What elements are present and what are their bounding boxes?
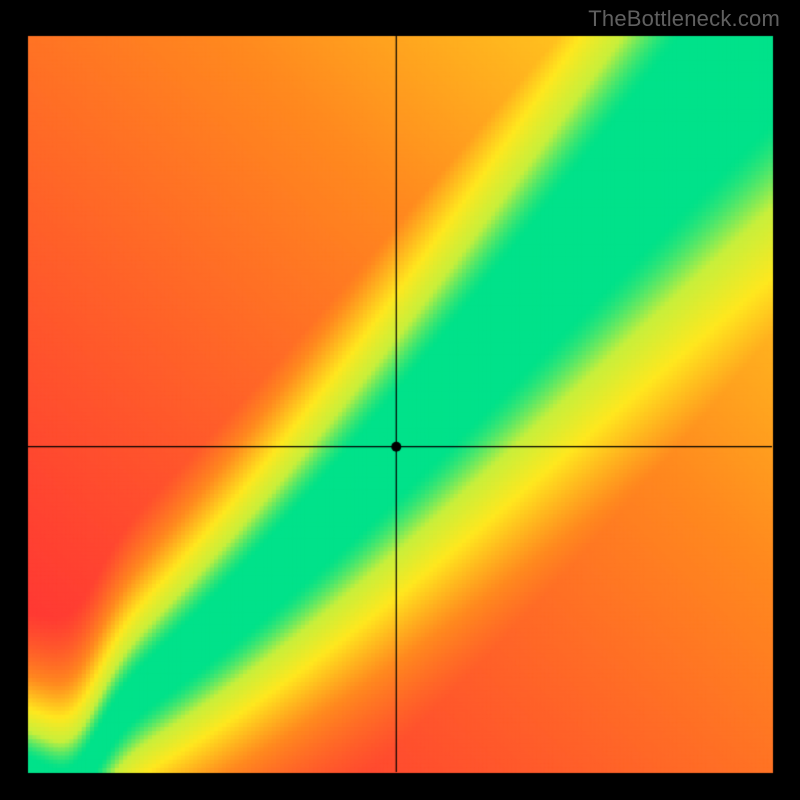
bottleneck-heatmap (0, 0, 800, 800)
attribution-label: TheBottleneck.com (588, 6, 780, 32)
chart-container: { "attribution": "TheBottleneck.com", "c… (0, 0, 800, 800)
